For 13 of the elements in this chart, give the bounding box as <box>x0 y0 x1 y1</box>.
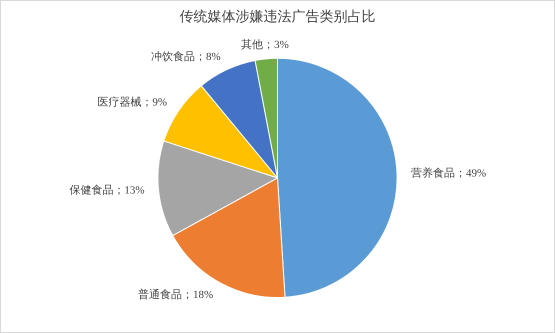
slice-label: 普通食品 <box>138 288 182 301</box>
slice-label: 冲饮食品 <box>150 50 195 63</box>
slice-label: 医疗器械 <box>97 96 142 109</box>
data-label: ；8% <box>194 50 221 63</box>
data-label: ；18% <box>182 288 214 301</box>
slice-label: 营养食品 <box>411 166 456 180</box>
data-label: ；3% <box>263 38 289 51</box>
data-label: ；49% <box>455 168 486 180</box>
data-label: ；13% <box>113 184 144 196</box>
slice-label: 保健食品 <box>69 184 114 196</box>
data-label: ；9% <box>141 96 168 109</box>
chart-title: 传统媒体涉嫌违法广告类别占比 <box>180 9 376 26</box>
slice-label: 其他 <box>241 38 264 51</box>
